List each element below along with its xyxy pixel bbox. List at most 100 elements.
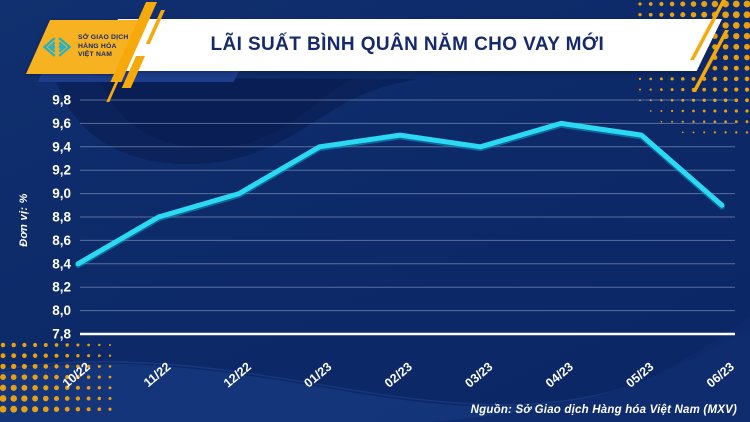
- decor-dot: [744, 65, 750, 71]
- decor-dot: [75, 406, 81, 412]
- decor-dot: [732, 0, 740, 8]
- decor-dot: [53, 406, 60, 412]
- decor-dot: [638, 77, 642, 81]
- decor-dot: [21, 405, 28, 413]
- decor-dot: [659, 1, 664, 7]
- decor-dot: [65, 364, 70, 369]
- x-tick-label: 02/23: [382, 360, 415, 391]
- decor-dot: [744, 43, 750, 50]
- decor-dot: [98, 343, 101, 347]
- decor-dot: [745, 109, 749, 113]
- decor-dot: [681, 98, 685, 102]
- decor-dot: [10, 395, 17, 402]
- decor-dot: [32, 374, 38, 380]
- decor-dot: [734, 109, 738, 113]
- decor-dot: [723, 76, 728, 82]
- decor-dot: [701, 11, 708, 18]
- decor-dot: [722, 54, 729, 61]
- decor-dot: [86, 375, 91, 379]
- decor-dot: [691, 98, 696, 102]
- decor-dot: [722, 33, 729, 40]
- decor-dot: [681, 109, 685, 113]
- decor-dot: [702, 109, 706, 113]
- decor-dot: [690, 1, 697, 7]
- y-tick-label: 7,8: [52, 327, 71, 342]
- decor-dot: [669, 1, 675, 7]
- decor-dot: [87, 343, 90, 347]
- wave-bottom-light: [0, 330, 750, 422]
- decor-dot: [724, 131, 727, 134]
- decor-dot: [680, 12, 686, 18]
- y-axis-labels: 9,8 9,6 9,4 9,2 9,0 8,8 8,6 8,4 8,2 8,0 7,8: [52, 93, 71, 342]
- y-tick-label: 9,4: [52, 139, 71, 154]
- y-axis-title: Đơn vị: %: [18, 193, 30, 247]
- x-tick-label: 03/23: [462, 360, 495, 391]
- decor-dot: [723, 98, 728, 103]
- dot-grid-top-right: [638, 0, 750, 134]
- decor-dot: [43, 374, 49, 380]
- x-tick-label: 04/23: [543, 360, 576, 391]
- y-tick-label: 8,4: [52, 256, 71, 271]
- decor-dot: [702, 120, 706, 123]
- decor-dot: [713, 98, 717, 103]
- decor-dot: [54, 364, 59, 369]
- decor-dot: [108, 407, 112, 411]
- decor-dot: [702, 87, 707, 92]
- decor-dot: [11, 353, 17, 359]
- decor-dot: [743, 0, 750, 8]
- decor-dot: [649, 99, 652, 102]
- decor-dot: [692, 120, 695, 123]
- decor-dot: [670, 99, 674, 102]
- decor-dot: [108, 386, 112, 390]
- decor-dot: [10, 405, 18, 413]
- background-waves: [0, 77, 750, 422]
- y-tick-label: 9,2: [52, 163, 71, 178]
- decor-dot: [54, 343, 59, 347]
- decor-dot: [701, 1, 708, 7]
- decor-dot: [724, 109, 728, 113]
- decor-dot: [745, 131, 749, 134]
- decor-dot: [639, 99, 641, 102]
- decor-dot: [33, 342, 38, 348]
- y-tick-label: 9,6: [52, 116, 71, 131]
- decor-dot: [659, 77, 663, 81]
- decor-dot: [65, 353, 70, 358]
- decor-dot: [54, 385, 59, 391]
- decor-dot: [32, 353, 38, 358]
- decor-dot: [713, 109, 717, 113]
- y-tick-label: 9,0: [52, 186, 71, 201]
- decor-dot: [97, 386, 101, 390]
- decor-dot: [0, 384, 7, 391]
- decor-dot: [713, 120, 717, 124]
- decor-dot: [76, 343, 80, 347]
- decor-dot: [743, 22, 750, 29]
- decor-dot: [713, 131, 717, 134]
- decor-dot: [32, 363, 38, 369]
- decor-dot: [681, 77, 685, 81]
- decor-dot: [0, 353, 6, 359]
- decor-dot: [735, 131, 738, 134]
- decor-dot: [692, 131, 695, 134]
- decor-dot: [97, 354, 101, 358]
- decor-dot: [744, 87, 750, 92]
- decor-dot: [660, 88, 663, 91]
- decor-dot: [64, 385, 70, 391]
- decor-dot: [649, 110, 652, 112]
- decor-dot: [64, 396, 70, 401]
- decor-dot: [10, 384, 17, 391]
- decor-dot: [734, 76, 739, 82]
- decor-dot: [743, 11, 750, 19]
- decor-dot: [712, 54, 718, 61]
- decor-dot: [703, 131, 706, 134]
- decor-dot: [32, 395, 39, 402]
- decor-dot: [723, 87, 728, 92]
- decor-dot: [21, 374, 28, 380]
- y-tick-label: 8,0: [52, 303, 71, 318]
- decor-dot: [670, 109, 674, 113]
- decor-dot: [681, 131, 684, 134]
- decor-dot: [722, 0, 729, 8]
- decor-dot: [648, 12, 653, 17]
- wave-bottom-right-dark: [430, 316, 750, 422]
